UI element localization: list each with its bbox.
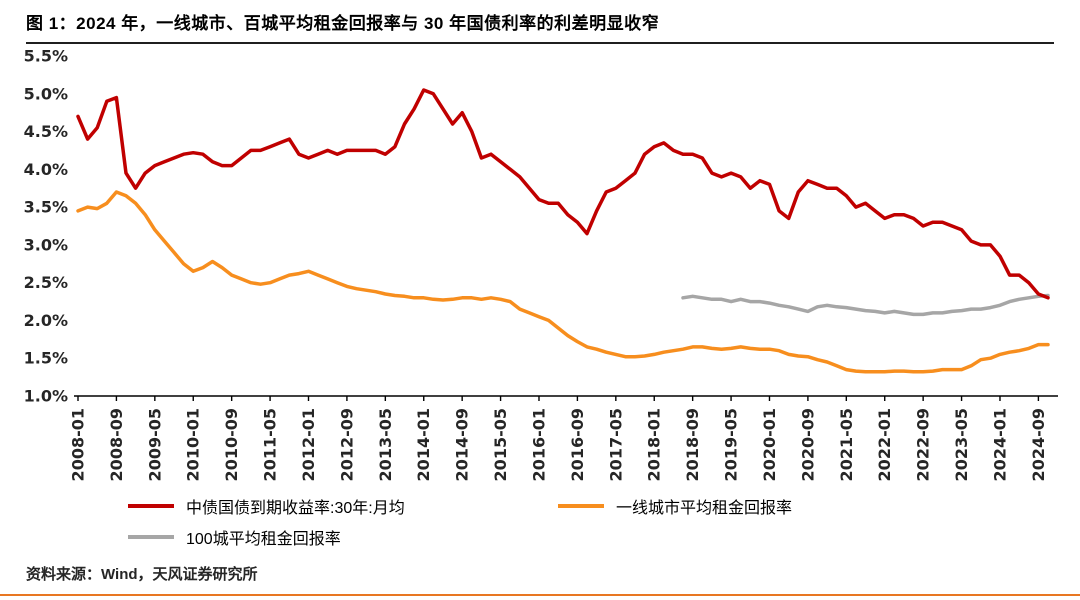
- x-axis-tick-label: 2018-09: [683, 408, 702, 481]
- y-axis-tick-label: 5.5%: [24, 47, 68, 66]
- x-axis-tick-label: 2013-05: [376, 408, 395, 481]
- y-axis-tick-label: 1.0%: [24, 387, 68, 406]
- legend-label-treasury-30y: 中债国债到期收益率:30年:月均: [186, 500, 405, 517]
- x-axis-tick-label: 2016-09: [568, 408, 587, 481]
- y-axis-tick-label: 1.5%: [24, 349, 68, 368]
- bottom-accent-bar: [0, 594, 1080, 596]
- y-axis-tick-label: 5.0%: [24, 84, 68, 103]
- y-axis-tick-label: 3.5%: [24, 198, 68, 217]
- figure-title: 图 1：2024 年，一线城市、百城平均租金回报率与 30 年国债利率的利差明显…: [26, 14, 660, 33]
- x-axis-tick-label: 2011-05: [261, 408, 280, 481]
- x-axis-tick-label: 2022-01: [875, 408, 894, 481]
- legend-swatch-red-line: [128, 504, 174, 508]
- source-note: 资料来源：Wind，天风证券研究所: [26, 566, 258, 583]
- x-axis-tick-label: 2012-01: [299, 408, 318, 481]
- x-axis-tick-label: 2010-09: [222, 408, 241, 481]
- y-axis-tick-label: 2.5%: [24, 273, 68, 292]
- series-line-2: [681, 293, 1050, 317]
- title-divider: [26, 42, 1054, 44]
- x-axis-tick-label: 2022-09: [914, 408, 933, 481]
- x-axis-tick-label: 2014-09: [453, 408, 472, 481]
- x-axis-tick-label: 2021-05: [837, 408, 856, 481]
- x-axis-tick-label: 2008-09: [107, 408, 126, 481]
- y-axis-tick-label: 2.0%: [24, 311, 68, 330]
- x-axis-tick-label: 2015-05: [491, 408, 510, 481]
- y-axis-tick-label: 3.0%: [24, 235, 68, 254]
- legend-item-treasury-30y: 中债国债到期收益率:30年:月均: [128, 494, 558, 518]
- x-axis-tick-label: 2016-01: [529, 408, 548, 481]
- series-line-1: [76, 190, 1050, 374]
- figure-footer: 资料来源：Wind，天风证券研究所: [0, 563, 1080, 584]
- legend-item-tier1-rental-yield: 一线城市平均租金回报率: [558, 494, 988, 518]
- figure-header: 图 1：2024 年，一线城市、百城平均租金回报率与 30 年国债利率的利差明显…: [0, 0, 1080, 44]
- x-axis-tick-label: 2023-05: [952, 408, 971, 481]
- legend-label-100city-rental-yield: 100城平均租金回报率: [186, 531, 341, 548]
- x-axis-tick-label: 2010-01: [184, 408, 203, 481]
- line-chart: 1.0% 1.5% 2.0% 2.5% 3.0% 3.5% 4.0% 4.5% 5.0% 5.5%…: [24, 47, 1058, 481]
- legend-item-100city-rental-yield: 100城平均租金回报率: [128, 525, 558, 549]
- legend-label-tier1-rental-yield: 一线城市平均租金回报率: [616, 500, 793, 517]
- legend-swatch-orange-line: [558, 504, 604, 508]
- legend-swatch-gray-line: [128, 535, 174, 539]
- x-axis-tick-label: 2017-05: [606, 408, 625, 481]
- chart-legend: 中债国债到期收益率:30年:月均 一线城市平均租金回报率 100城平均租金回报率: [0, 494, 1080, 549]
- x-axis-tick-label: 2008-01: [69, 408, 88, 481]
- legend-row-1: 中债国债到期收益率:30年:月均 一线城市平均租金回报率: [128, 494, 1080, 518]
- x-axis-tick-label: 2009-05: [145, 408, 164, 481]
- x-axis-tick-label: 2020-09: [798, 408, 817, 481]
- y-axis-tick-label: 4.0%: [24, 160, 68, 179]
- x-axis-tick-label: 2019-05: [722, 408, 741, 481]
- x-axis-tick-label: 2018-01: [645, 408, 664, 481]
- legend-row-2: 100城平均租金回报率: [128, 525, 1080, 549]
- x-axis-tick-label: 2024-09: [1029, 408, 1048, 481]
- x-axis-tick-label: 2024-01: [990, 408, 1009, 481]
- x-axis-tick-label: 2020-01: [760, 408, 779, 481]
- x-axis-tick-label: 2014-01: [414, 408, 433, 481]
- y-axis-tick-label: 4.5%: [24, 122, 68, 141]
- series-line-0: [76, 88, 1050, 300]
- x-axis-tick-label: 2012-09: [337, 408, 356, 481]
